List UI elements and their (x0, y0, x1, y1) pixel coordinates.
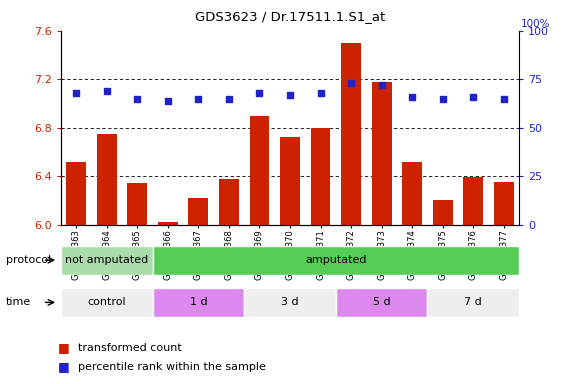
Text: protocol: protocol (6, 255, 51, 265)
Bar (153, 288, 244, 317)
Text: ■: ■ (58, 341, 70, 354)
Text: ■: ■ (58, 360, 70, 373)
Text: time: time (6, 297, 31, 308)
Bar (249, 116, 269, 225)
Text: control: control (88, 297, 126, 308)
Point (71, 90, 81, 96)
Point (499, 96, 509, 102)
Bar (219, 179, 239, 225)
Point (224, 96, 234, 102)
Bar (280, 137, 300, 225)
Point (133, 96, 142, 102)
Text: transformed count: transformed count (78, 343, 182, 353)
Text: 1 d: 1 d (190, 297, 207, 308)
Bar (463, 177, 483, 225)
Text: 7 d: 7 d (465, 297, 482, 308)
Point (163, 98, 172, 104)
Bar (427, 288, 519, 317)
Point (255, 90, 264, 96)
Point (194, 96, 203, 102)
Bar (66, 162, 86, 225)
Text: not amputated: not amputated (65, 255, 148, 265)
Point (316, 90, 325, 96)
Bar (128, 184, 147, 225)
Bar (403, 162, 422, 225)
Point (346, 80, 356, 86)
Point (285, 92, 295, 98)
Text: 3 d: 3 d (281, 297, 299, 308)
Bar (97, 134, 117, 225)
Bar (433, 200, 452, 225)
Bar (244, 288, 336, 317)
Text: percentile rank within the sample: percentile rank within the sample (78, 362, 266, 372)
Bar (336, 288, 427, 317)
Point (102, 88, 111, 94)
Bar (494, 182, 514, 225)
Bar (311, 128, 331, 225)
Point (469, 94, 478, 100)
Bar (188, 198, 208, 225)
Bar (372, 82, 392, 225)
Text: GDS3623 / Dr.17511.1.S1_at: GDS3623 / Dr.17511.1.S1_at (195, 10, 385, 23)
Bar (153, 246, 519, 275)
Bar (341, 43, 361, 225)
Text: 100%: 100% (521, 19, 550, 29)
Text: amputated: amputated (305, 255, 367, 265)
Bar (61, 246, 153, 275)
Bar (158, 222, 177, 225)
Text: 5 d: 5 d (373, 297, 390, 308)
Point (408, 94, 417, 100)
Point (438, 96, 447, 102)
Bar (61, 288, 153, 317)
Point (377, 82, 386, 88)
